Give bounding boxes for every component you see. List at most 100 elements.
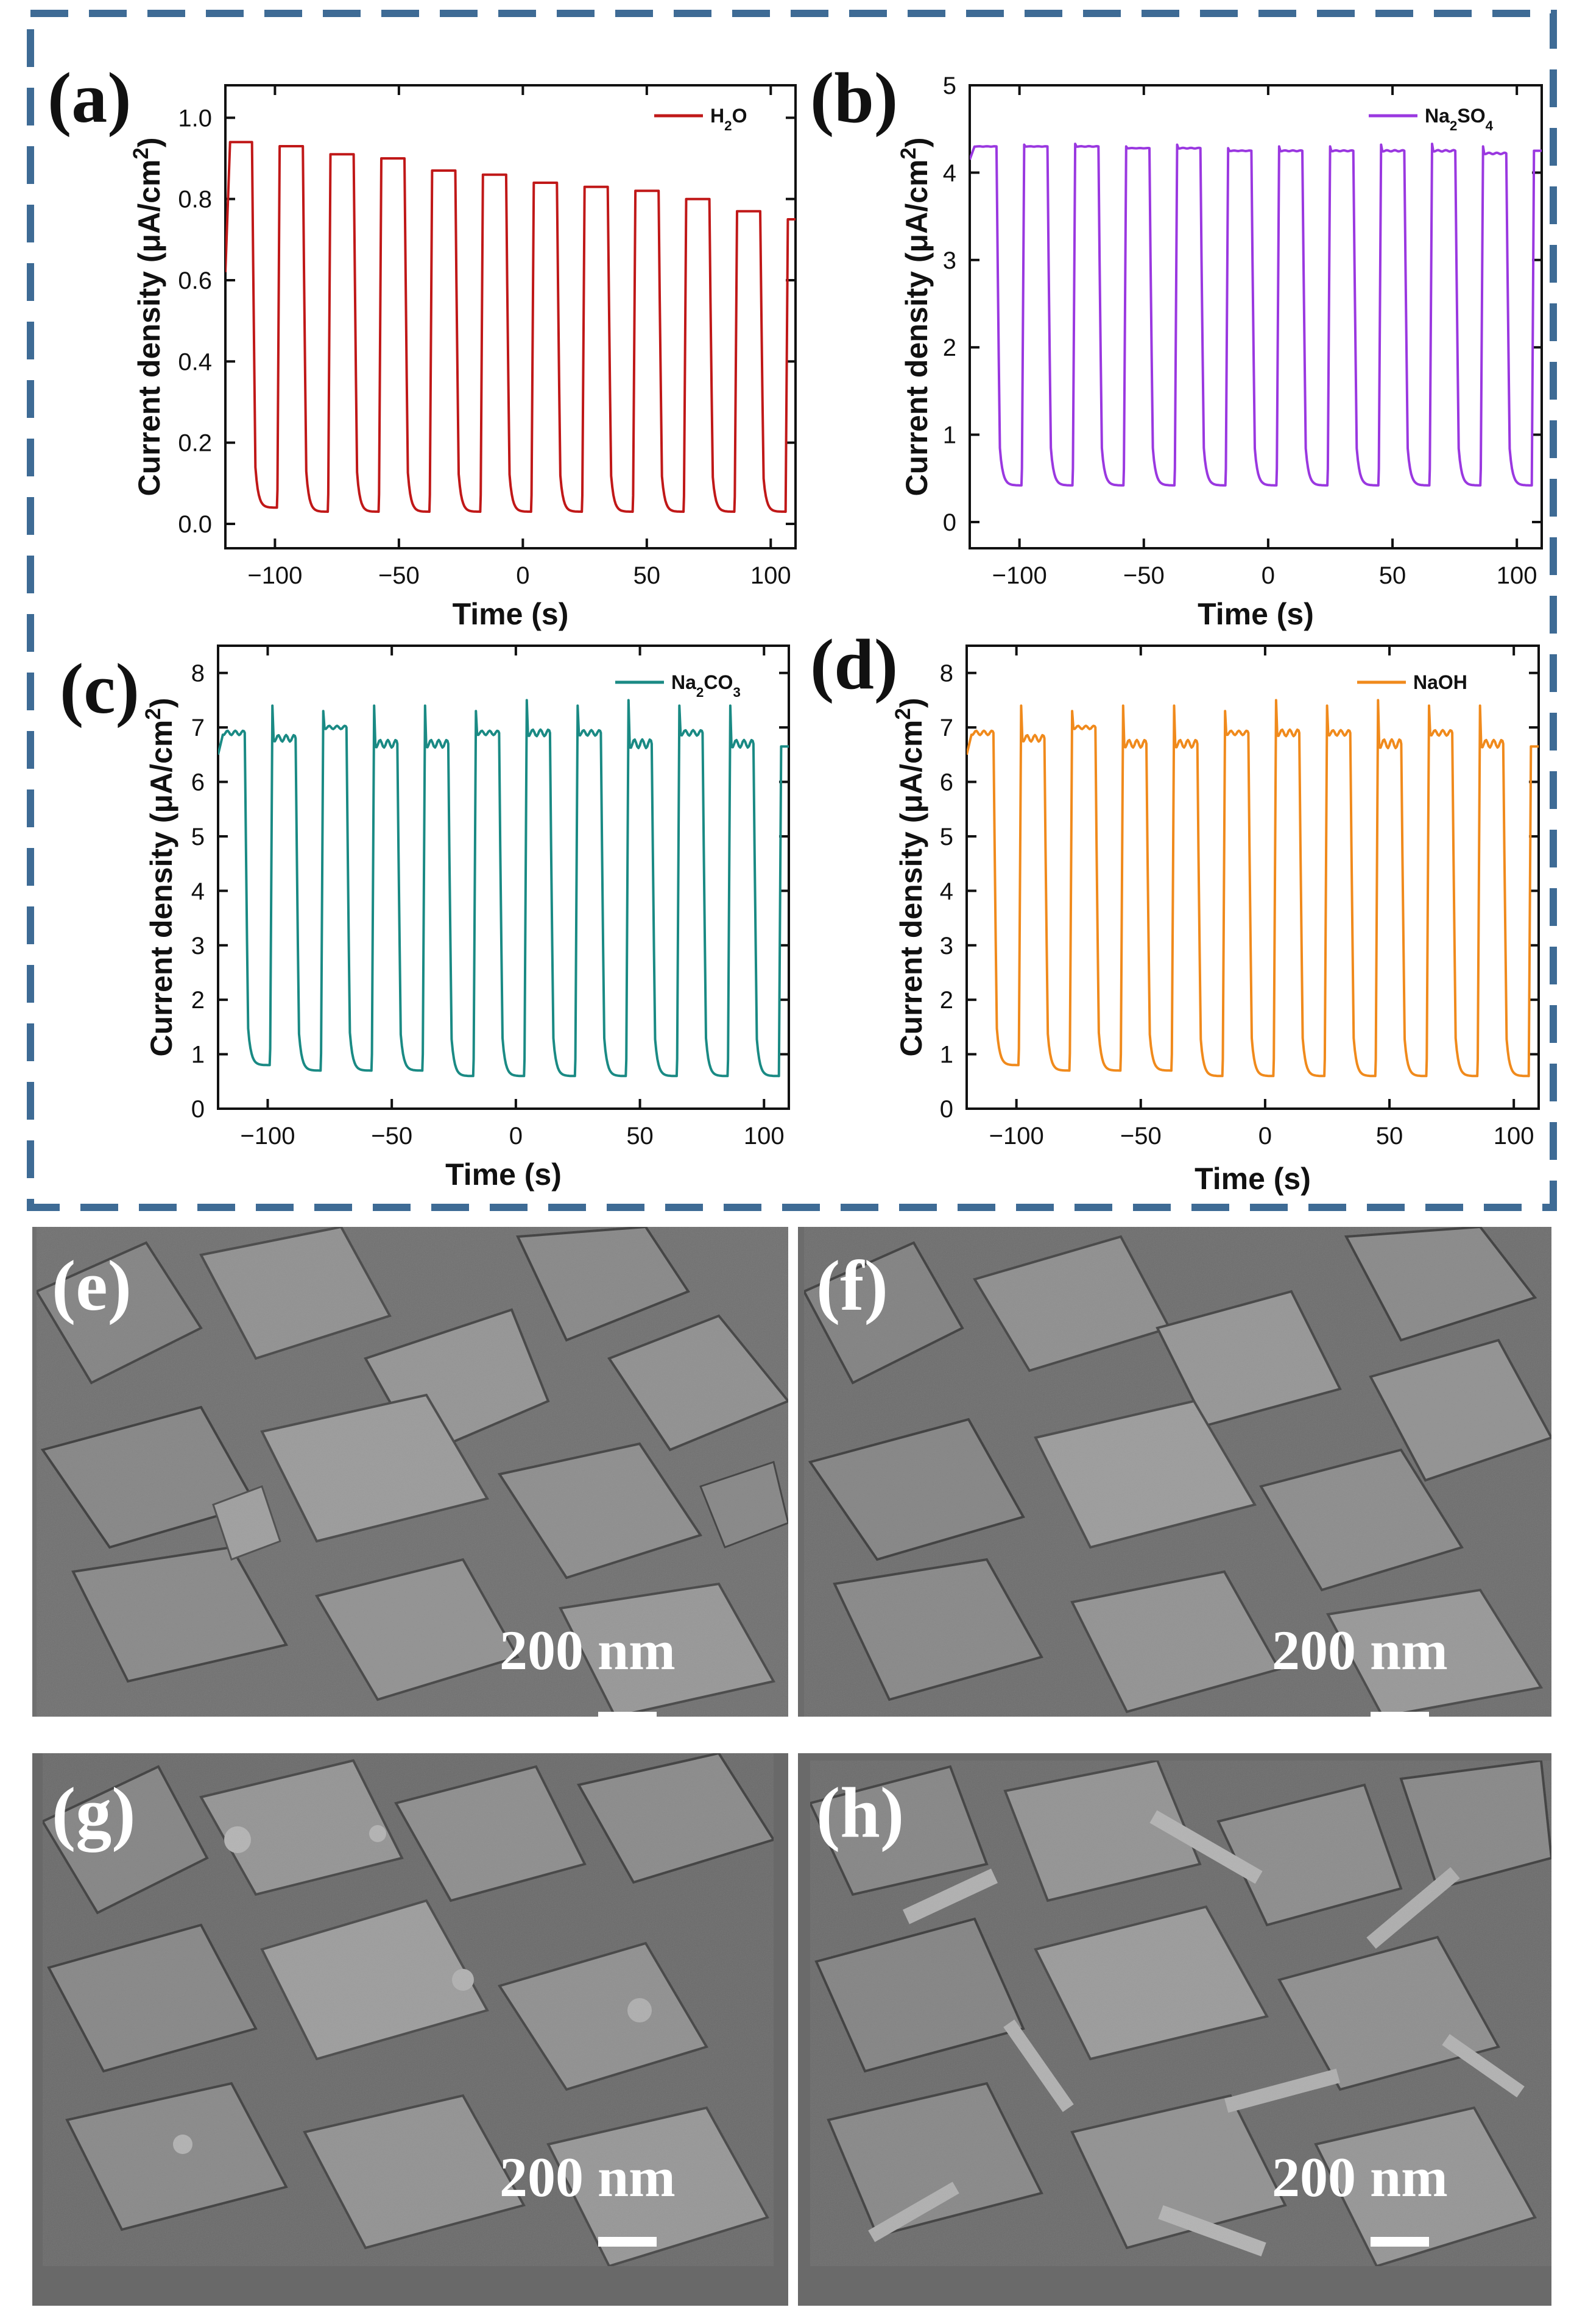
x-tick-label: 0 [1258, 1123, 1272, 1150]
plot-frame [965, 645, 1540, 1110]
x-tick-label: −100 [989, 1123, 1044, 1150]
y-tick-label: 5 [940, 824, 953, 850]
x-tick-label: 100 [744, 1123, 785, 1150]
y-axis-title: Current density (μA/cm2) [141, 698, 179, 1056]
x-tick-label: 0 [516, 562, 529, 589]
x-tick-label: 50 [633, 562, 661, 589]
x-tick-label: −100 [992, 562, 1047, 589]
sem-label-e: (e) [52, 1246, 132, 1326]
scale-bar-h [1371, 2237, 1429, 2247]
x-tick-label: −50 [371, 1123, 412, 1150]
y-tick-label: 5 [191, 824, 205, 850]
y-tick-label: 0.2 [178, 430, 212, 457]
y-axis-title: Current density (μA/cm2) [129, 137, 167, 496]
y-tick-label: 3 [940, 933, 953, 959]
chart-a: −100 −50 0 50 100 0.0 0.2 0.4 0.6 0.8 1.0 Time (s) C… [48, 58, 797, 631]
x-tick-label: −100 [247, 562, 302, 589]
y-axis-title: Current density (μA/cm2) [897, 137, 934, 496]
legend-label: H2O [710, 105, 747, 133]
flake-texture-h [808, 1759, 1551, 2268]
y-tick-label: 8 [191, 660, 205, 687]
legend-label: Na2CO3 [671, 671, 741, 700]
plot-frame [217, 645, 790, 1110]
x-tick-label: −50 [1120, 1123, 1162, 1150]
x-tick-label: −50 [1123, 562, 1165, 589]
y-tick-label: 4 [191, 878, 205, 905]
x-axis-title: Time (s) [1198, 597, 1314, 631]
series-line [967, 699, 1539, 1078]
x-axis-title: Time (s) [1195, 1162, 1311, 1196]
panel-label: (a) [48, 58, 132, 138]
y-tick-label: 7 [940, 715, 953, 741]
crystal-texture-g [41, 1753, 776, 2268]
y-axis-title: Current density (μA/cm2) [891, 698, 929, 1056]
series-line [225, 141, 796, 513]
y-tick-label: 0.6 [178, 267, 212, 294]
sem-panel-f: (f) 200 nm [798, 1227, 1551, 1722]
y-tick-label: 8 [940, 660, 953, 687]
y-tick-label: 6 [191, 769, 205, 796]
y-tick-label: 0.4 [178, 348, 212, 375]
panel-label: (b) [810, 58, 898, 138]
plot-frame [969, 84, 1543, 549]
y-tick-label: 4 [940, 878, 953, 905]
x-tick-label: −50 [378, 562, 420, 589]
y-tick-label: 1.0 [178, 105, 212, 132]
y-tick-label: 6 [940, 769, 953, 796]
x-tick-label: 50 [1376, 1123, 1403, 1150]
sem-panel-h: (h) 200 nm [798, 1753, 1551, 2306]
series-line [970, 143, 1542, 487]
y-tick-label: 3 [943, 247, 956, 274]
y-tick-label: 0 [191, 1096, 205, 1123]
x-axis-title: Time (s) [453, 597, 569, 631]
y-tick-label: 2 [940, 987, 953, 1014]
sem-panel-e: (e) 200 nm [32, 1227, 788, 1722]
x-tick-label: 100 [1497, 562, 1537, 589]
chart-c: −100 −50 0 50 100 0 1 2 3 4 5 6 7 8 Time (s) Current de… [60, 645, 790, 1192]
y-tick-label: 7 [191, 715, 205, 741]
scale-text-f: 200 nm [1272, 1619, 1448, 1681]
x-axis-title: Time (s) [445, 1157, 562, 1192]
crystal-texture-f [802, 1227, 1551, 1717]
sem-panel-g: (g) 200 nm [32, 1753, 788, 2306]
dashed-frame [27, 10, 1557, 1211]
scale-bar-f [1371, 1712, 1429, 1722]
x-tick-label: 50 [1379, 562, 1406, 589]
scale-text-h: 200 nm [1272, 2146, 1448, 2208]
x-tick-label: −100 [240, 1123, 295, 1150]
x-tick-label: 100 [1494, 1123, 1534, 1150]
y-tick-label: 5 [943, 72, 956, 99]
y-tick-label: 1 [943, 422, 956, 449]
y-tick-label: 2 [943, 334, 956, 361]
series-line [218, 699, 789, 1078]
plot-frame [224, 84, 797, 549]
y-tick-label: 1 [191, 1042, 205, 1068]
x-tick-label: 0 [1262, 562, 1275, 589]
x-tick-label: 100 [750, 562, 791, 589]
panel-label: (d) [810, 624, 898, 704]
sem-label-h: (h) [816, 1773, 904, 1852]
scale-text-e: 200 nm [499, 1619, 676, 1681]
y-tick-label: 0 [940, 1096, 953, 1123]
chart-d: −100 −50 0 50 100 0 1 2 3 4 5 6 7 8 Time (s) Current de… [810, 624, 1540, 1196]
x-tick-label: 50 [626, 1123, 654, 1150]
scale-text-g: 200 nm [499, 2146, 676, 2208]
scale-bar-e [598, 1712, 657, 1722]
y-tick-label: 1 [940, 1042, 953, 1068]
y-tick-label: 0.0 [178, 511, 212, 538]
y-tick-label: 0.8 [178, 186, 212, 213]
sem-label-f: (f) [816, 1246, 888, 1326]
y-tick-label: 2 [191, 987, 205, 1014]
scale-bar-g [598, 2237, 657, 2247]
y-tick-label: 3 [191, 933, 205, 959]
y-tick-label: 4 [943, 160, 956, 186]
legend-label: Na2SO4 [1425, 105, 1494, 133]
legend-label: NaOH [1413, 671, 1467, 693]
panel-label: (c) [60, 649, 139, 729]
y-tick-label: 0 [943, 509, 956, 536]
x-tick-label: 0 [509, 1123, 523, 1150]
crystal-texture-e [35, 1227, 788, 1717]
sem-label-g: (g) [52, 1773, 136, 1852]
chart-b: −100 −50 0 50 100 0 1 2 3 4 5 Time (s) Current densi… [810, 58, 1543, 631]
